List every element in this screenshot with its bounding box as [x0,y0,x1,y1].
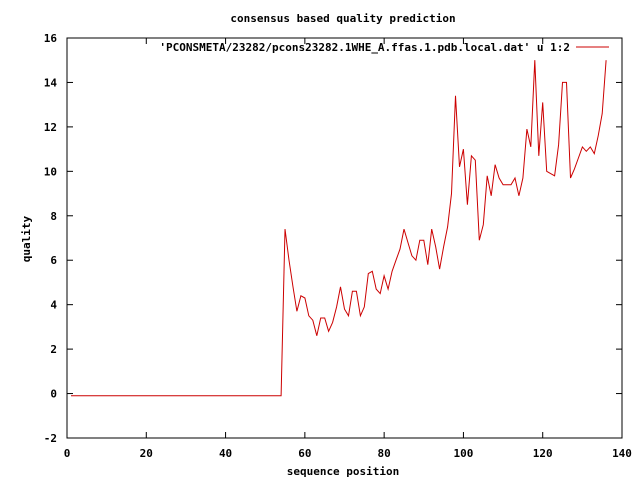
y-axis-label: quality [20,215,33,262]
chart-title: consensus based quality prediction [230,12,455,25]
legend: 'PCONSMETA/23282/pcons23282.1WHE_A.ffas.… [159,41,609,54]
y-tick-label: 4 [50,299,57,312]
y-tick-label: 14 [44,76,58,89]
x-tick-label: 100 [453,447,473,460]
y-tick-label: 2 [50,343,57,356]
y-tick-label: 6 [50,254,57,267]
x-tick-label: 60 [298,447,311,460]
series-group [71,60,607,397]
x-axis-label: sequence position [287,465,400,478]
y-tick-label: 8 [50,210,57,223]
x-tick-label: 20 [140,447,153,460]
x-tick-label: 0 [64,447,71,460]
legend-label: 'PCONSMETA/23282/pcons23282.1WHE_A.ffas.… [159,41,570,54]
series-line [71,60,607,397]
axis-ticks: 0 20 40 60 80 100 120 140 -2 0 2 4 6 8 10 12 14 16 [44,32,632,460]
x-tick-label: 40 [219,447,232,460]
y-tick-label: 10 [44,165,57,178]
y-tick-label: 12 [44,121,57,134]
x-tick-label: 120 [533,447,553,460]
y-tick-label: 16 [44,32,58,45]
y-tick-label: 0 [50,388,57,401]
y-tick-label: -2 [44,432,57,445]
x-tick-label: 140 [612,447,632,460]
plot-frame [66,37,623,439]
x-tick-label: 80 [378,447,391,460]
